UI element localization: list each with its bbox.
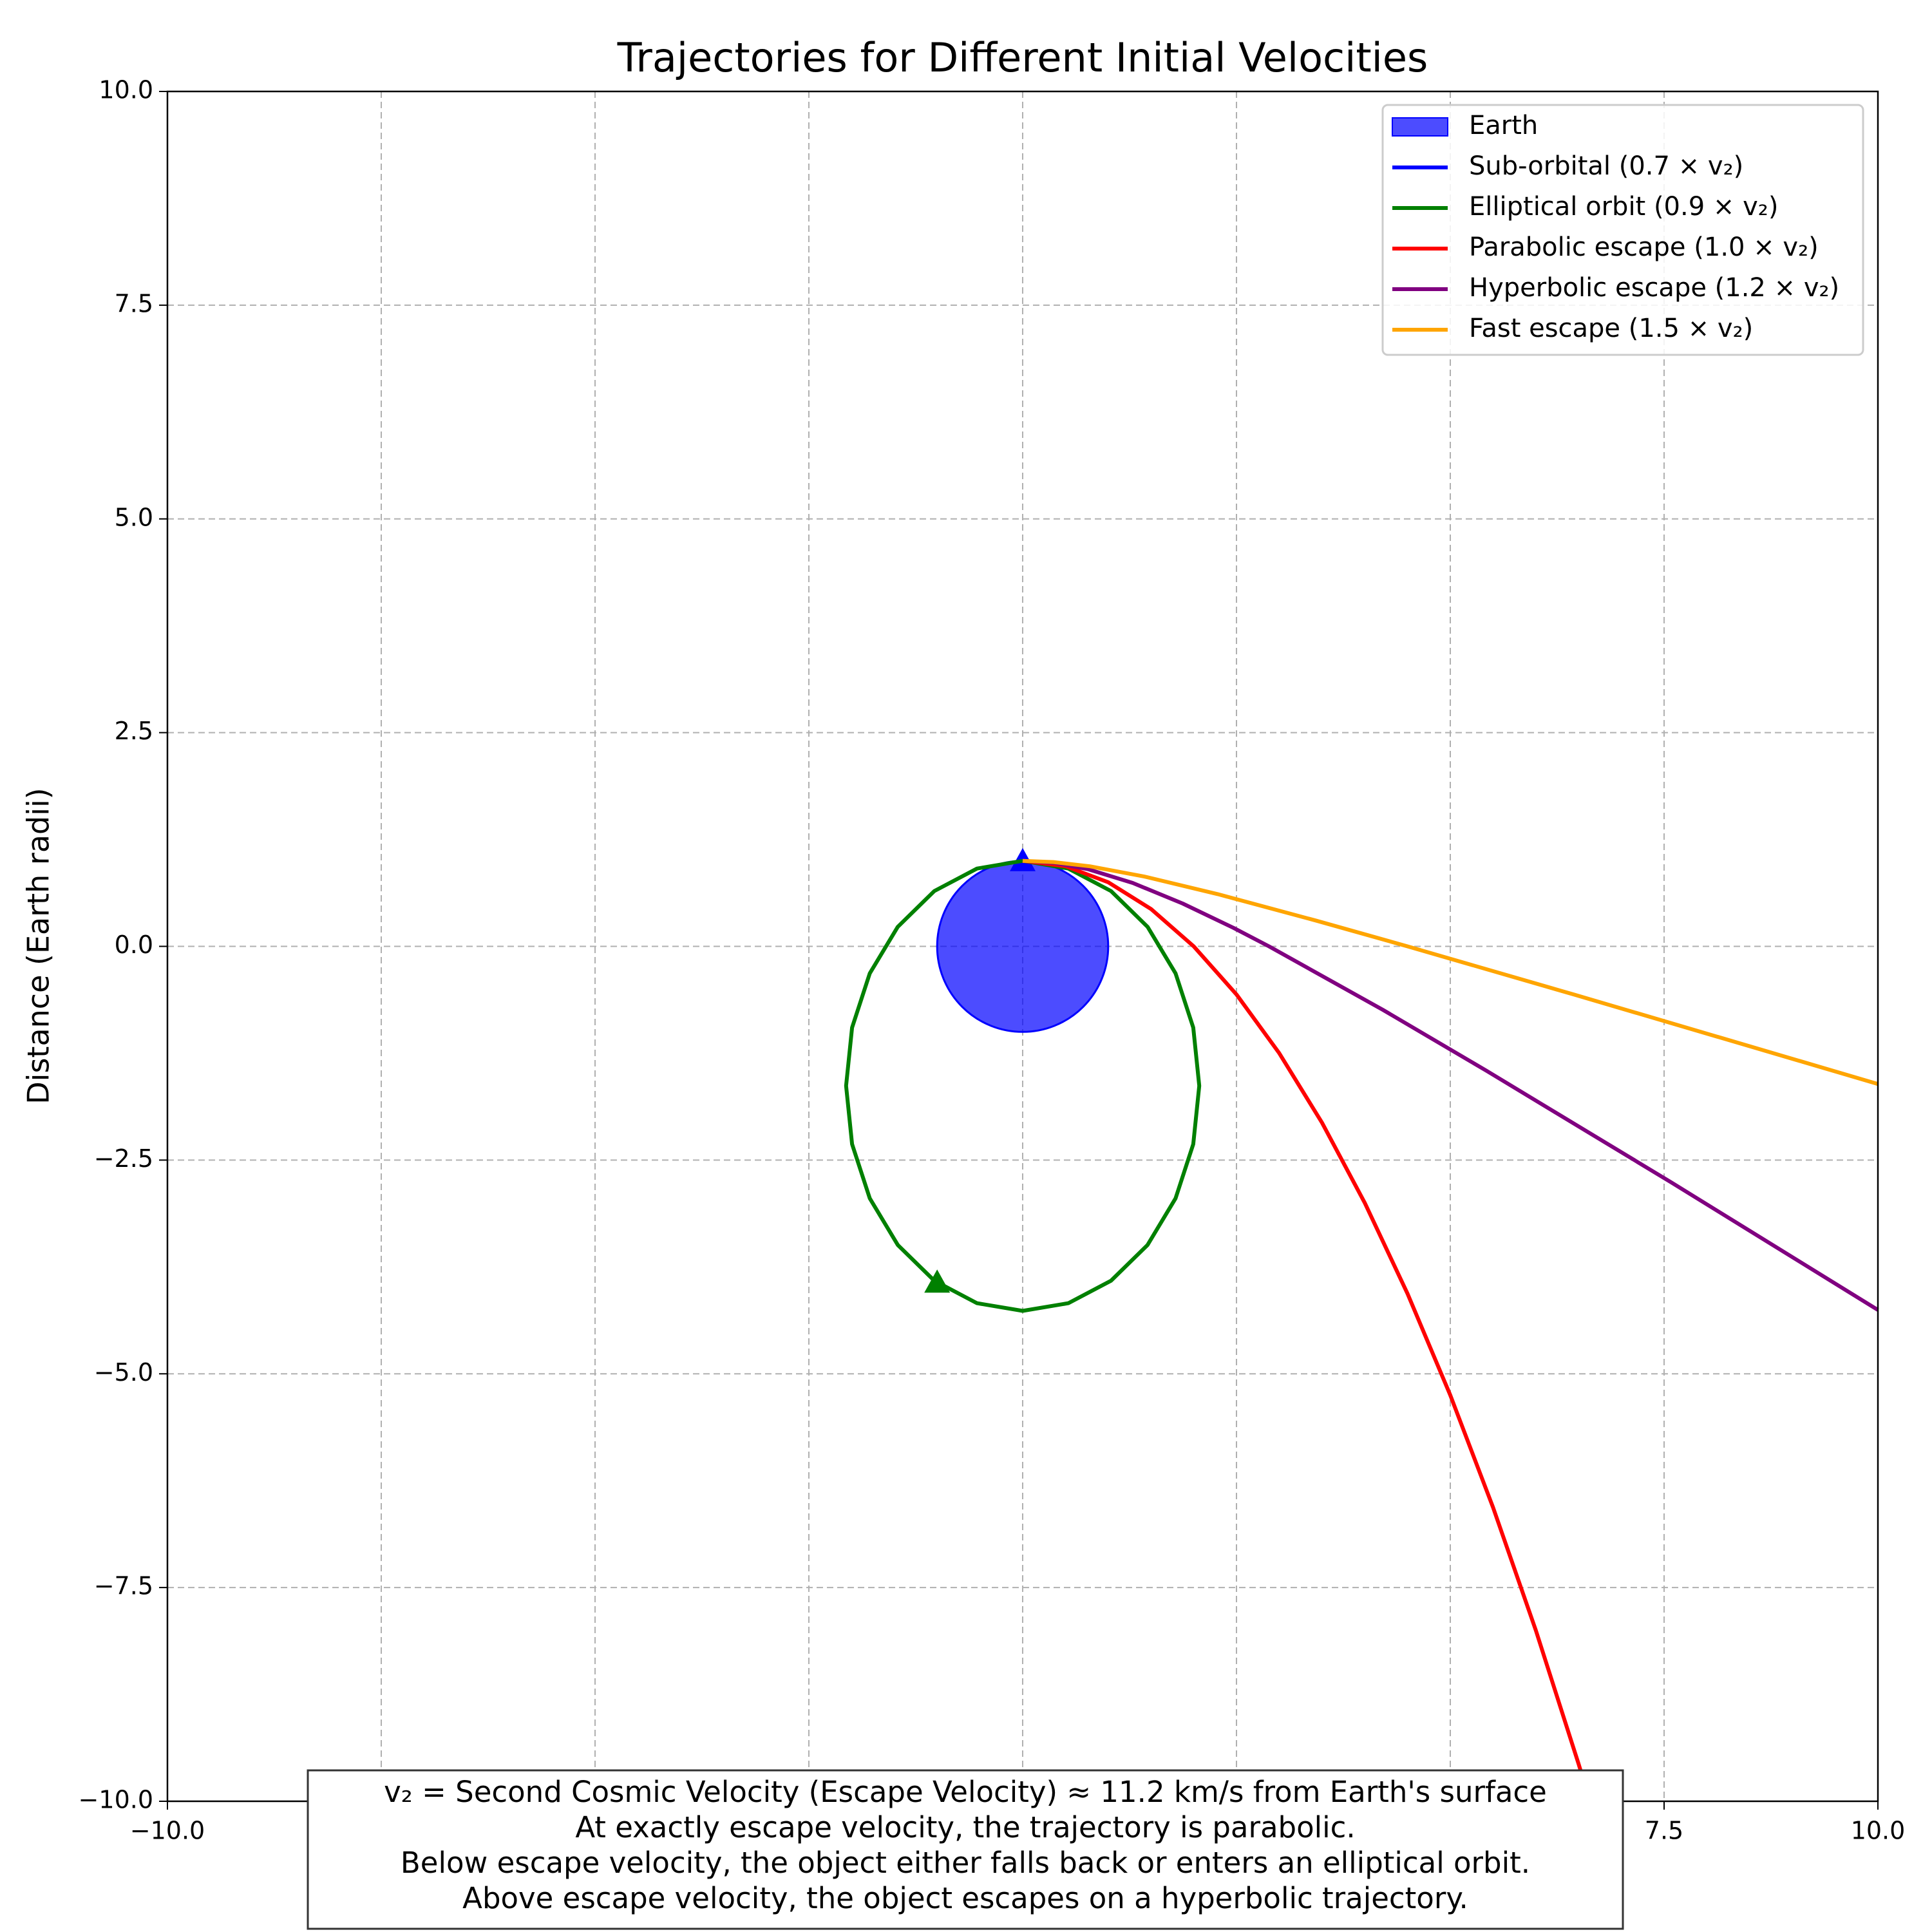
end-marker	[924, 1269, 951, 1293]
y-tick-label: 2.5	[115, 717, 153, 745]
annotation-text: Above escape velocity, the object escape…	[462, 1881, 1468, 1915]
y-tick-label: 5.0	[115, 503, 153, 531]
legend-label: Earth	[1469, 111, 1538, 140]
annotation-box	[307, 1769, 1624, 1930]
x-tick-label: −10.0	[130, 1817, 205, 1845]
y-tick-label: −10.0	[79, 1786, 153, 1814]
chart-title: Trajectories for Different Initial Veloc…	[617, 34, 1428, 81]
legend-swatch	[1392, 117, 1448, 137]
trajectory-line	[844, 858, 1202, 1313]
trajectory-line	[1022, 858, 1592, 1801]
earth	[936, 860, 1110, 1033]
y-tick-label: −2.5	[94, 1144, 153, 1173]
x-tick-label: 10.0	[1851, 1817, 1906, 1845]
y-tick-label: 0.0	[115, 931, 153, 959]
legend-label: Hyperbolic escape (1.2 × v₂)	[1469, 273, 1839, 303]
legend-box	[1381, 104, 1864, 356]
legend-label: Elliptical orbit (0.9 × v₂)	[1469, 192, 1778, 222]
annotation-text: v₂ = Second Cosmic Velocity (Escape Velo…	[384, 1775, 1547, 1809]
y-axis-label: Distance (Earth radii)	[21, 788, 56, 1104]
end-marker	[1010, 848, 1036, 871]
legend-label: Fast escape (1.5 × v₂)	[1469, 314, 1753, 343]
trajectory-line	[1022, 858, 1879, 1086]
y-tick-label: 10.0	[99, 76, 153, 104]
y-tick-label: −5.0	[94, 1358, 153, 1387]
annotation-text: Below escape velocity, the object either…	[401, 1846, 1530, 1880]
y-tick-label: 7.5	[115, 289, 153, 317]
legend-label: Parabolic escape (1.0 × v₂)	[1469, 232, 1819, 262]
legend-label: Sub-orbital (0.7 × v₂)	[1469, 151, 1743, 181]
y-tick-label: −7.5	[94, 1572, 153, 1600]
trajectory-line	[1022, 858, 1879, 1312]
annotation-text: At exactly escape velocity, the trajecto…	[575, 1810, 1355, 1844]
x-tick-label: 7.5	[1645, 1817, 1683, 1845]
